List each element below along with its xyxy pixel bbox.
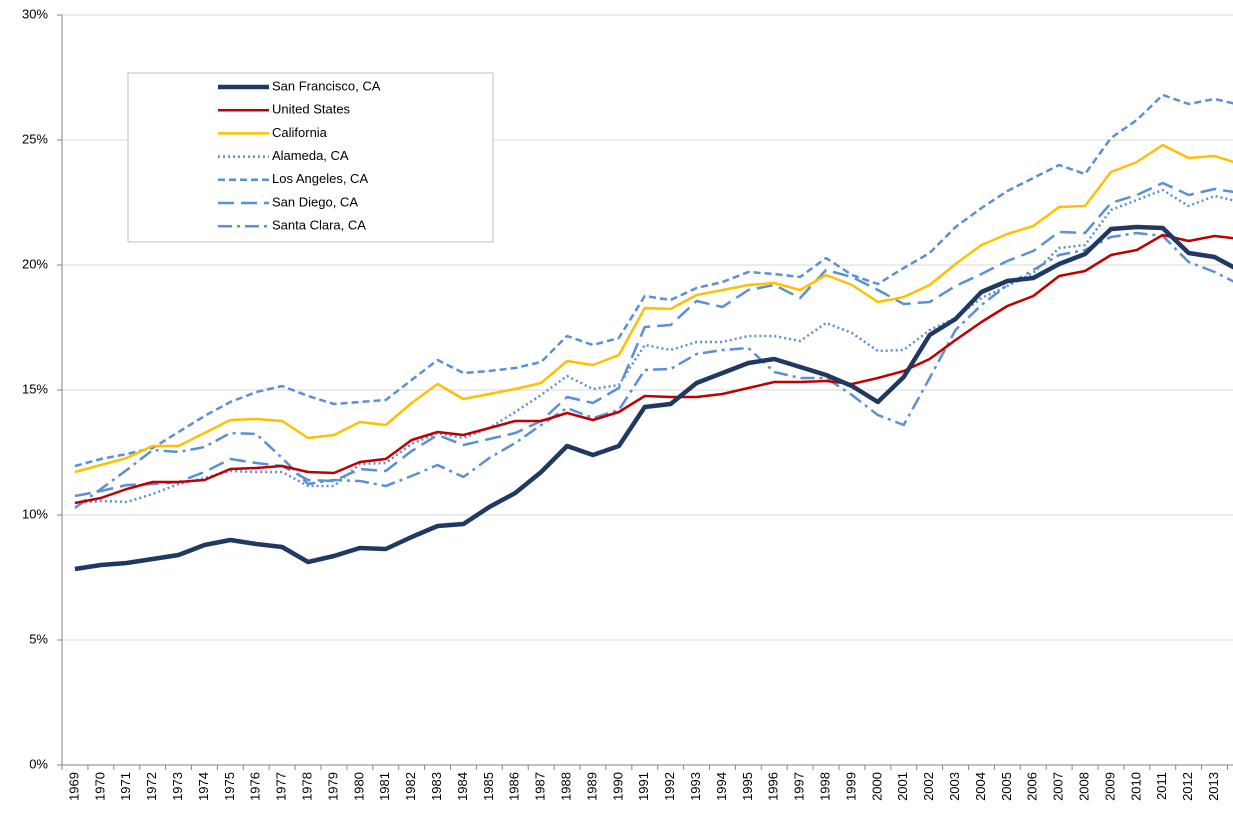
x-tick-label: 1999: [843, 772, 858, 801]
x-tick-label: 2014: [1232, 772, 1233, 801]
x-tick-label: 2012: [1180, 772, 1195, 801]
y-tick-label: 0%: [29, 756, 48, 771]
legend-label: San Francisco, CA: [272, 78, 381, 93]
series-line: [74, 188, 1233, 505]
x-tick-label: 1991: [636, 772, 651, 801]
series-line: [74, 143, 1233, 474]
x-tick-label: 1982: [403, 772, 418, 801]
x-tick-label: 1973: [170, 772, 185, 801]
legend-label: Los Angeles, CA: [272, 171, 368, 186]
x-tick-label: 1981: [377, 772, 392, 801]
series-line: [74, 233, 1233, 505]
x-tick-label: 1974: [196, 772, 211, 801]
y-tick-label: 25%: [22, 131, 48, 146]
legend-label: Alameda, CA: [272, 148, 349, 163]
legend-box: [127, 72, 494, 243]
legend-label: United States: [272, 102, 351, 117]
x-tick-label: 1995: [740, 772, 755, 801]
x-tick-label: 1997: [792, 772, 807, 801]
x-tick-label: 2009: [1102, 772, 1117, 801]
x-tick-label: 1983: [429, 772, 444, 801]
x-tick-label: 2005: [999, 772, 1014, 801]
x-tick-label: 1979: [325, 772, 340, 801]
y-tick-label: 20%: [22, 256, 48, 271]
x-tick-label: 1976: [248, 772, 263, 801]
x-tick-label: 1992: [662, 772, 677, 801]
x-tick-label: 2000: [869, 772, 884, 801]
x-tick-label: 1975: [222, 772, 237, 801]
x-tick-label: 2010: [1128, 772, 1143, 801]
x-tick-label: 1971: [118, 772, 133, 801]
x-tick-label: 1994: [714, 772, 729, 801]
series-line: [74, 93, 1233, 468]
x-tick-label: 1988: [558, 772, 573, 801]
x-tick-label: 2003: [947, 772, 962, 801]
x-tick-label: 1998: [817, 772, 832, 801]
legend-label: San Diego, CA: [272, 194, 358, 209]
legend-label: Santa Clara, CA: [272, 218, 366, 233]
x-tick-label: 1996: [766, 772, 781, 801]
x-tick-label: 2002: [921, 772, 936, 801]
x-tick-label: 1978: [299, 772, 314, 801]
x-tick-label: 1969: [66, 772, 81, 801]
x-tick-label: 2004: [973, 772, 988, 801]
series-line: [74, 231, 1233, 510]
y-tick-label: 10%: [22, 506, 48, 521]
x-tick-label: 1990: [610, 772, 625, 801]
x-tick-label: 2006: [1025, 772, 1040, 801]
x-tick-label: 2013: [1206, 772, 1221, 801]
x-tick-label: 1972: [144, 772, 159, 801]
x-tick-label: 2007: [1051, 772, 1066, 801]
x-tick-label: 1987: [533, 772, 548, 801]
x-tick-label: 1989: [584, 772, 599, 801]
y-tick-label: 15%: [22, 381, 48, 396]
x-tick-label: 1977: [274, 772, 289, 801]
x-tick-label: 1993: [688, 772, 703, 801]
x-tick-label: 2001: [895, 772, 910, 801]
x-tick-label: 1986: [507, 772, 522, 801]
x-tick-label: 1984: [455, 772, 470, 801]
y-tick-label: 5%: [29, 631, 48, 646]
legend-label: California: [272, 125, 328, 140]
x-tick-label: 2011: [1154, 772, 1169, 800]
x-tick-label: 1980: [351, 772, 366, 801]
x-tick-label: 1970: [92, 772, 107, 801]
series-line: [74, 181, 1233, 498]
x-tick-label: 1985: [481, 772, 496, 801]
x-tick-label: 2008: [1076, 772, 1091, 801]
y-tick-label: 30%: [22, 6, 48, 21]
series-line: [74, 224, 1233, 572]
